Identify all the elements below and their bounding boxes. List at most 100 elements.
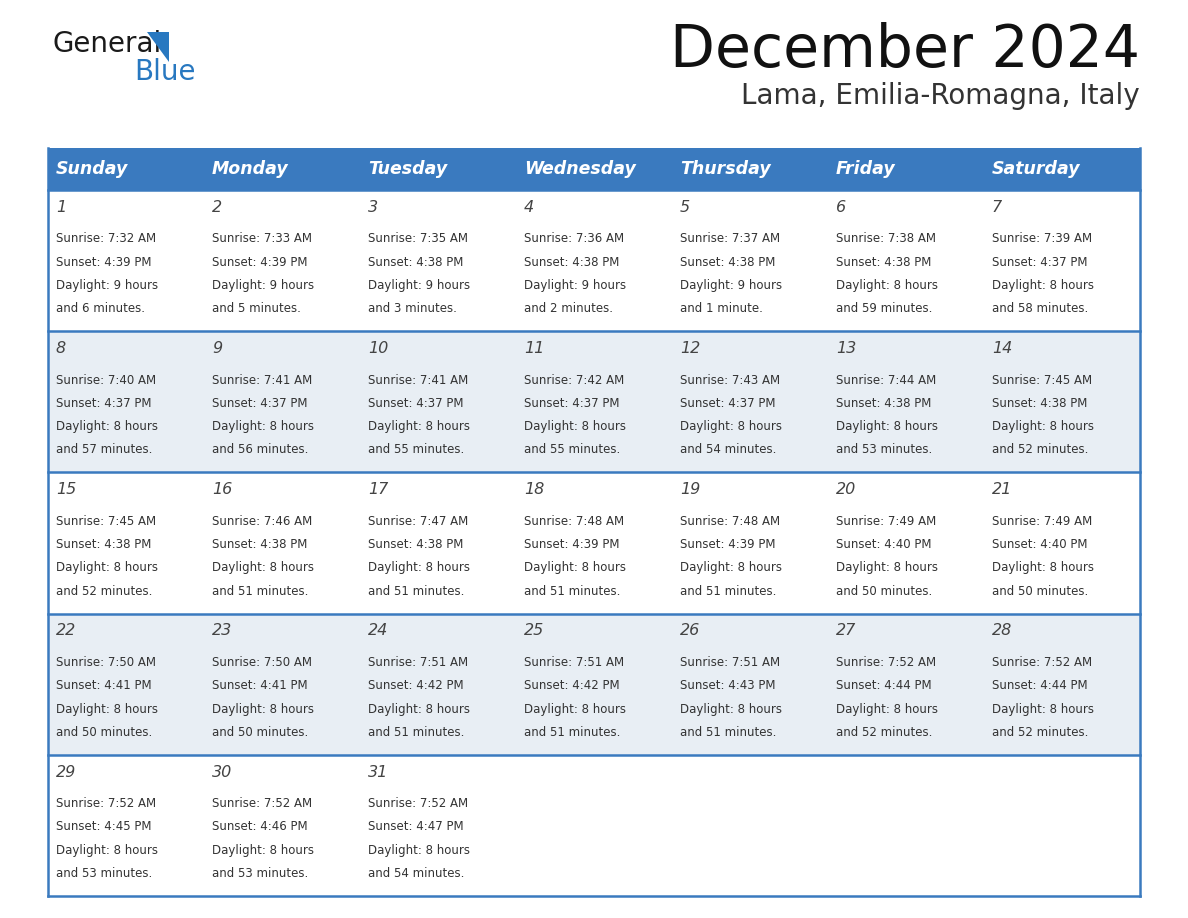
Text: Sunrise: 7:46 AM: Sunrise: 7:46 AM <box>211 515 312 528</box>
Text: Sunrise: 7:52 AM: Sunrise: 7:52 AM <box>56 797 156 811</box>
Text: Sunrise: 7:37 AM: Sunrise: 7:37 AM <box>680 232 781 245</box>
Text: Daylight: 8 hours: Daylight: 8 hours <box>992 561 1094 575</box>
Text: and 1 minute.: and 1 minute. <box>680 302 763 315</box>
Text: Daylight: 8 hours: Daylight: 8 hours <box>56 844 158 856</box>
Text: and 55 minutes.: and 55 minutes. <box>524 443 620 456</box>
Text: Sunset: 4:44 PM: Sunset: 4:44 PM <box>992 679 1087 692</box>
Text: 8: 8 <box>56 341 65 356</box>
Text: 23: 23 <box>211 623 232 639</box>
Text: Daylight: 8 hours: Daylight: 8 hours <box>836 279 937 292</box>
Text: Sunrise: 7:41 AM: Sunrise: 7:41 AM <box>368 374 468 386</box>
Text: Daylight: 8 hours: Daylight: 8 hours <box>836 702 937 715</box>
Text: 3: 3 <box>368 200 378 215</box>
Text: Daylight: 8 hours: Daylight: 8 hours <box>680 702 782 715</box>
Text: Sunday: Sunday <box>56 160 128 178</box>
Text: Sunset: 4:38 PM: Sunset: 4:38 PM <box>836 397 931 409</box>
Text: and 59 minutes.: and 59 minutes. <box>836 302 933 315</box>
Text: Sunrise: 7:52 AM: Sunrise: 7:52 AM <box>368 797 468 811</box>
Bar <box>48 613 1140 755</box>
Text: Daylight: 8 hours: Daylight: 8 hours <box>368 702 469 715</box>
Bar <box>516 148 672 190</box>
Text: Daylight: 9 hours: Daylight: 9 hours <box>680 279 782 292</box>
Text: Sunset: 4:38 PM: Sunset: 4:38 PM <box>211 538 308 551</box>
Text: 16: 16 <box>211 482 232 498</box>
Text: Daylight: 8 hours: Daylight: 8 hours <box>836 420 937 433</box>
Text: Daylight: 8 hours: Daylight: 8 hours <box>524 420 626 433</box>
Text: Daylight: 8 hours: Daylight: 8 hours <box>992 702 1094 715</box>
Text: Sunset: 4:40 PM: Sunset: 4:40 PM <box>992 538 1087 551</box>
Text: Sunset: 4:37 PM: Sunset: 4:37 PM <box>56 397 151 409</box>
Text: Friday: Friday <box>836 160 896 178</box>
Text: 15: 15 <box>56 482 76 498</box>
Text: Sunrise: 7:35 AM: Sunrise: 7:35 AM <box>368 232 468 245</box>
Text: Saturday: Saturday <box>992 160 1080 178</box>
Text: Sunset: 4:46 PM: Sunset: 4:46 PM <box>211 821 308 834</box>
Text: Daylight: 8 hours: Daylight: 8 hours <box>211 844 314 856</box>
Text: Sunrise: 7:45 AM: Sunrise: 7:45 AM <box>992 374 1092 386</box>
Text: and 51 minutes.: and 51 minutes. <box>680 585 776 598</box>
Text: Sunrise: 7:48 AM: Sunrise: 7:48 AM <box>680 515 781 528</box>
Text: Sunrise: 7:36 AM: Sunrise: 7:36 AM <box>524 232 624 245</box>
Text: Sunrise: 7:52 AM: Sunrise: 7:52 AM <box>836 656 936 669</box>
Text: Daylight: 8 hours: Daylight: 8 hours <box>992 420 1094 433</box>
Text: Daylight: 8 hours: Daylight: 8 hours <box>836 561 937 575</box>
Text: and 51 minutes.: and 51 minutes. <box>211 585 308 598</box>
Text: 22: 22 <box>56 623 76 639</box>
Text: 6: 6 <box>836 200 846 215</box>
Bar <box>48 190 1140 331</box>
Text: Sunrise: 7:50 AM: Sunrise: 7:50 AM <box>56 656 156 669</box>
Text: Sunrise: 7:40 AM: Sunrise: 7:40 AM <box>56 374 156 386</box>
Text: Sunrise: 7:33 AM: Sunrise: 7:33 AM <box>211 232 311 245</box>
Text: 5: 5 <box>680 200 690 215</box>
Bar <box>48 755 1140 896</box>
Text: and 57 minutes.: and 57 minutes. <box>56 443 152 456</box>
Text: and 52 minutes.: and 52 minutes. <box>992 726 1088 739</box>
Text: Sunrise: 7:52 AM: Sunrise: 7:52 AM <box>992 656 1092 669</box>
Text: Sunrise: 7:51 AM: Sunrise: 7:51 AM <box>524 656 624 669</box>
Text: Daylight: 8 hours: Daylight: 8 hours <box>211 561 314 575</box>
Text: Sunrise: 7:32 AM: Sunrise: 7:32 AM <box>56 232 156 245</box>
Text: Sunset: 4:38 PM: Sunset: 4:38 PM <box>56 538 151 551</box>
Text: Daylight: 8 hours: Daylight: 8 hours <box>211 420 314 433</box>
Text: Daylight: 8 hours: Daylight: 8 hours <box>56 702 158 715</box>
Text: Sunset: 4:38 PM: Sunset: 4:38 PM <box>368 255 463 269</box>
Bar <box>828 148 984 190</box>
Text: Sunset: 4:43 PM: Sunset: 4:43 PM <box>680 679 776 692</box>
Text: and 54 minutes.: and 54 minutes. <box>368 868 465 880</box>
Text: 10: 10 <box>368 341 388 356</box>
Text: Thursday: Thursday <box>680 160 771 178</box>
Text: Daylight: 8 hours: Daylight: 8 hours <box>56 420 158 433</box>
Text: and 2 minutes.: and 2 minutes. <box>524 302 613 315</box>
Text: and 51 minutes.: and 51 minutes. <box>524 726 620 739</box>
Text: Sunset: 4:47 PM: Sunset: 4:47 PM <box>368 821 463 834</box>
Text: Daylight: 8 hours: Daylight: 8 hours <box>680 561 782 575</box>
Text: 24: 24 <box>368 623 388 639</box>
Text: Daylight: 8 hours: Daylight: 8 hours <box>992 279 1094 292</box>
Text: and 6 minutes.: and 6 minutes. <box>56 302 145 315</box>
Bar <box>360 148 516 190</box>
Text: Sunset: 4:37 PM: Sunset: 4:37 PM <box>992 255 1087 269</box>
Text: Daylight: 9 hours: Daylight: 9 hours <box>56 279 158 292</box>
Text: Daylight: 8 hours: Daylight: 8 hours <box>56 561 158 575</box>
Text: Sunset: 4:41 PM: Sunset: 4:41 PM <box>56 679 151 692</box>
Text: Sunrise: 7:39 AM: Sunrise: 7:39 AM <box>992 232 1092 245</box>
Text: Sunrise: 7:43 AM: Sunrise: 7:43 AM <box>680 374 781 386</box>
Text: Sunset: 4:42 PM: Sunset: 4:42 PM <box>368 679 463 692</box>
Bar <box>48 473 1140 613</box>
Text: 1: 1 <box>56 200 65 215</box>
Text: Sunset: 4:39 PM: Sunset: 4:39 PM <box>524 538 619 551</box>
Text: Sunset: 4:39 PM: Sunset: 4:39 PM <box>211 255 308 269</box>
Text: Sunset: 4:42 PM: Sunset: 4:42 PM <box>524 679 619 692</box>
Text: Blue: Blue <box>134 58 196 86</box>
Text: and 50 minutes.: and 50 minutes. <box>56 726 152 739</box>
Text: Monday: Monday <box>211 160 289 178</box>
Text: Daylight: 8 hours: Daylight: 8 hours <box>524 702 626 715</box>
Text: 31: 31 <box>368 765 388 779</box>
Text: Sunset: 4:38 PM: Sunset: 4:38 PM <box>524 255 619 269</box>
Text: Sunrise: 7:38 AM: Sunrise: 7:38 AM <box>836 232 936 245</box>
Text: Daylight: 8 hours: Daylight: 8 hours <box>368 844 469 856</box>
Text: and 56 minutes.: and 56 minutes. <box>211 443 308 456</box>
Text: 14: 14 <box>992 341 1012 356</box>
Text: Sunset: 4:41 PM: Sunset: 4:41 PM <box>211 679 308 692</box>
Bar <box>48 148 204 190</box>
